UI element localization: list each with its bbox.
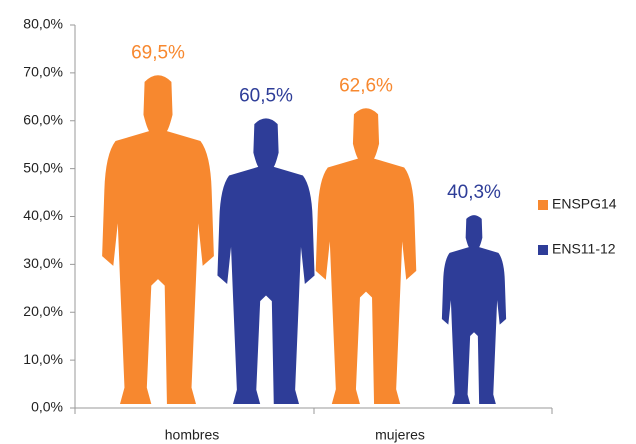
y-tick-label: 40,0% bbox=[23, 207, 63, 223]
person-bar bbox=[217, 118, 315, 404]
x-tick-label: hombres bbox=[165, 427, 219, 443]
legend-label: ENSPG14 bbox=[552, 196, 617, 212]
y-tick-label: 60,0% bbox=[23, 111, 63, 127]
legend-swatch bbox=[538, 200, 548, 210]
person-bar bbox=[315, 108, 417, 405]
value-label: 69,5% bbox=[131, 42, 185, 63]
person-bar bbox=[441, 215, 507, 404]
legend-label: ENS11-12 bbox=[552, 241, 616, 257]
y-tick-label: 70,0% bbox=[23, 64, 63, 80]
person-bar bbox=[102, 75, 214, 405]
y-tick-label: 50,0% bbox=[23, 159, 63, 175]
value-label: 62,6% bbox=[339, 75, 393, 96]
y-tick-label: 20,0% bbox=[23, 303, 63, 319]
y-tick-label: 0,0% bbox=[31, 399, 63, 415]
value-label: 40,3% bbox=[447, 182, 501, 203]
value-label: 60,5% bbox=[239, 85, 293, 106]
y-tick-label: 30,0% bbox=[23, 255, 63, 271]
y-tick-label: 80,0% bbox=[23, 16, 63, 32]
y-tick-label: 10,0% bbox=[23, 351, 63, 367]
legend-swatch bbox=[538, 245, 548, 255]
x-tick-label: mujeres bbox=[375, 427, 425, 443]
